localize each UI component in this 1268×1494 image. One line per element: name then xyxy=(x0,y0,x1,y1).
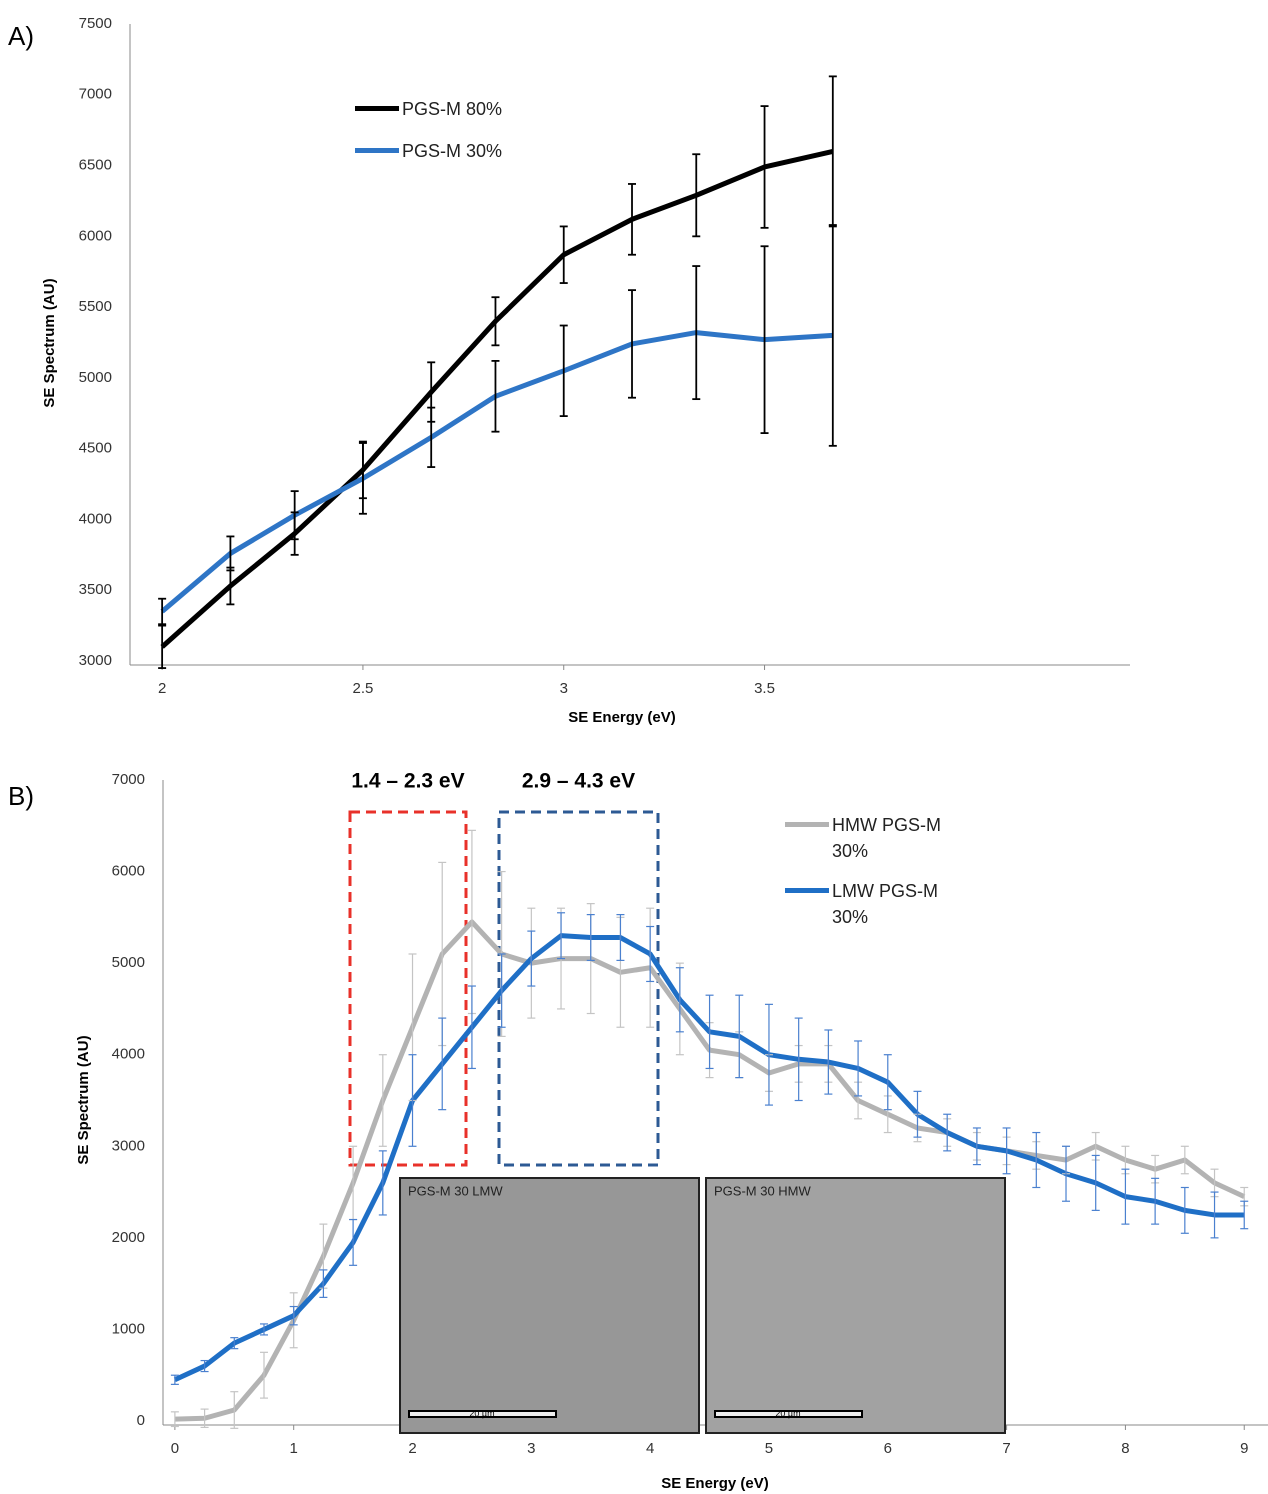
series-line xyxy=(160,148,834,649)
x-tick-label: 0 xyxy=(171,1440,179,1457)
legend-swatch xyxy=(355,106,399,111)
legend-label: PGS-M 80% xyxy=(402,99,503,119)
legend-label: HMW PGS-M 30% xyxy=(832,815,941,861)
highlight-box xyxy=(348,810,468,1167)
y-tick-label: 7500 xyxy=(79,15,112,32)
scale-label: 20 µm xyxy=(469,1408,494,1418)
y-tick-label: 3000 xyxy=(79,652,112,669)
y-tick-label: 6500 xyxy=(79,157,112,174)
inset-frame xyxy=(705,1177,1006,1434)
inset-label: PGS-M 30 LMW xyxy=(408,1183,503,1198)
x-axis-title: SE Energy (eV) xyxy=(661,1475,769,1492)
y-tick-label: 4000 xyxy=(79,510,112,527)
panel-label: B) xyxy=(8,781,34,811)
legend-swatch xyxy=(785,888,829,893)
x-tick-label: 9 xyxy=(1240,1440,1248,1457)
legend-entry: HMW PGS-M 30% xyxy=(785,812,962,864)
y-tick-label: 3000 xyxy=(112,1137,145,1154)
y-tick-label: 2000 xyxy=(112,1229,145,1246)
y-tick-label: 5500 xyxy=(79,298,112,315)
x-tick-label: 7 xyxy=(1002,1440,1010,1457)
x-tick-label: 2 xyxy=(408,1440,416,1457)
legend-label: LMW PGS-M 30% xyxy=(832,881,938,927)
y-tick-label: 6000 xyxy=(112,863,145,880)
y-tick-label: 5000 xyxy=(112,954,145,971)
series-line xyxy=(160,330,833,614)
annotation: 2.9 – 4.3 eV xyxy=(522,770,635,793)
x-tick-label: 3 xyxy=(560,680,568,697)
inset-frame xyxy=(399,1177,700,1434)
y-tick-label: 7000 xyxy=(79,86,112,103)
y-axis-title: SE Spectrum (AU) xyxy=(75,1035,92,1164)
y-tick-label: 3500 xyxy=(79,581,112,598)
y-tick-label: 5000 xyxy=(79,369,112,386)
legend-swatch xyxy=(355,148,399,153)
y-tick-label: 6000 xyxy=(79,227,112,244)
x-tick-label: 1 xyxy=(290,1440,298,1457)
x-tick-label: 8 xyxy=(1121,1440,1129,1457)
legend-entry: LMW PGS-M 30% xyxy=(785,878,962,930)
scale-label: 20 µm xyxy=(775,1408,800,1418)
x-tick-label: 3 xyxy=(527,1440,535,1457)
y-tick-label: 4000 xyxy=(112,1046,145,1063)
inset-label: PGS-M 30 HMW xyxy=(714,1183,812,1198)
x-axis-title: SE Energy (eV) xyxy=(568,709,676,726)
annotation: 1.4 – 2.3 eV xyxy=(351,770,464,793)
x-tick-label: 6 xyxy=(884,1440,892,1457)
legend-entry: PGS-M 30% xyxy=(355,138,602,164)
x-tick-label: 5 xyxy=(765,1440,773,1457)
x-tick-label: 2 xyxy=(158,680,166,697)
x-tick-label: 3.5 xyxy=(754,680,775,697)
panel-label: A) xyxy=(8,21,34,51)
y-tick-label: 1000 xyxy=(112,1320,145,1337)
series-layer xyxy=(160,148,834,649)
inset-image: PGS-M 30 HMW 20 µm xyxy=(705,1177,1006,1434)
legend-entry: PGS-M 80% xyxy=(355,96,602,122)
y-tick-label: 4500 xyxy=(79,440,112,457)
x-tick-label: 2.5 xyxy=(353,680,374,697)
legend-swatch xyxy=(785,822,829,827)
y-tick-label: 7000 xyxy=(112,771,145,788)
highlight-box xyxy=(497,810,660,1167)
y-tick-label: 0 xyxy=(137,1412,145,1429)
inset-image: PGS-M 30 LMW 20 µm xyxy=(399,1177,700,1434)
legend-label: PGS-M 30% xyxy=(402,141,503,161)
x-tick-label: 4 xyxy=(646,1440,654,1457)
y-axis-title: SE Spectrum (AU) xyxy=(41,278,58,407)
